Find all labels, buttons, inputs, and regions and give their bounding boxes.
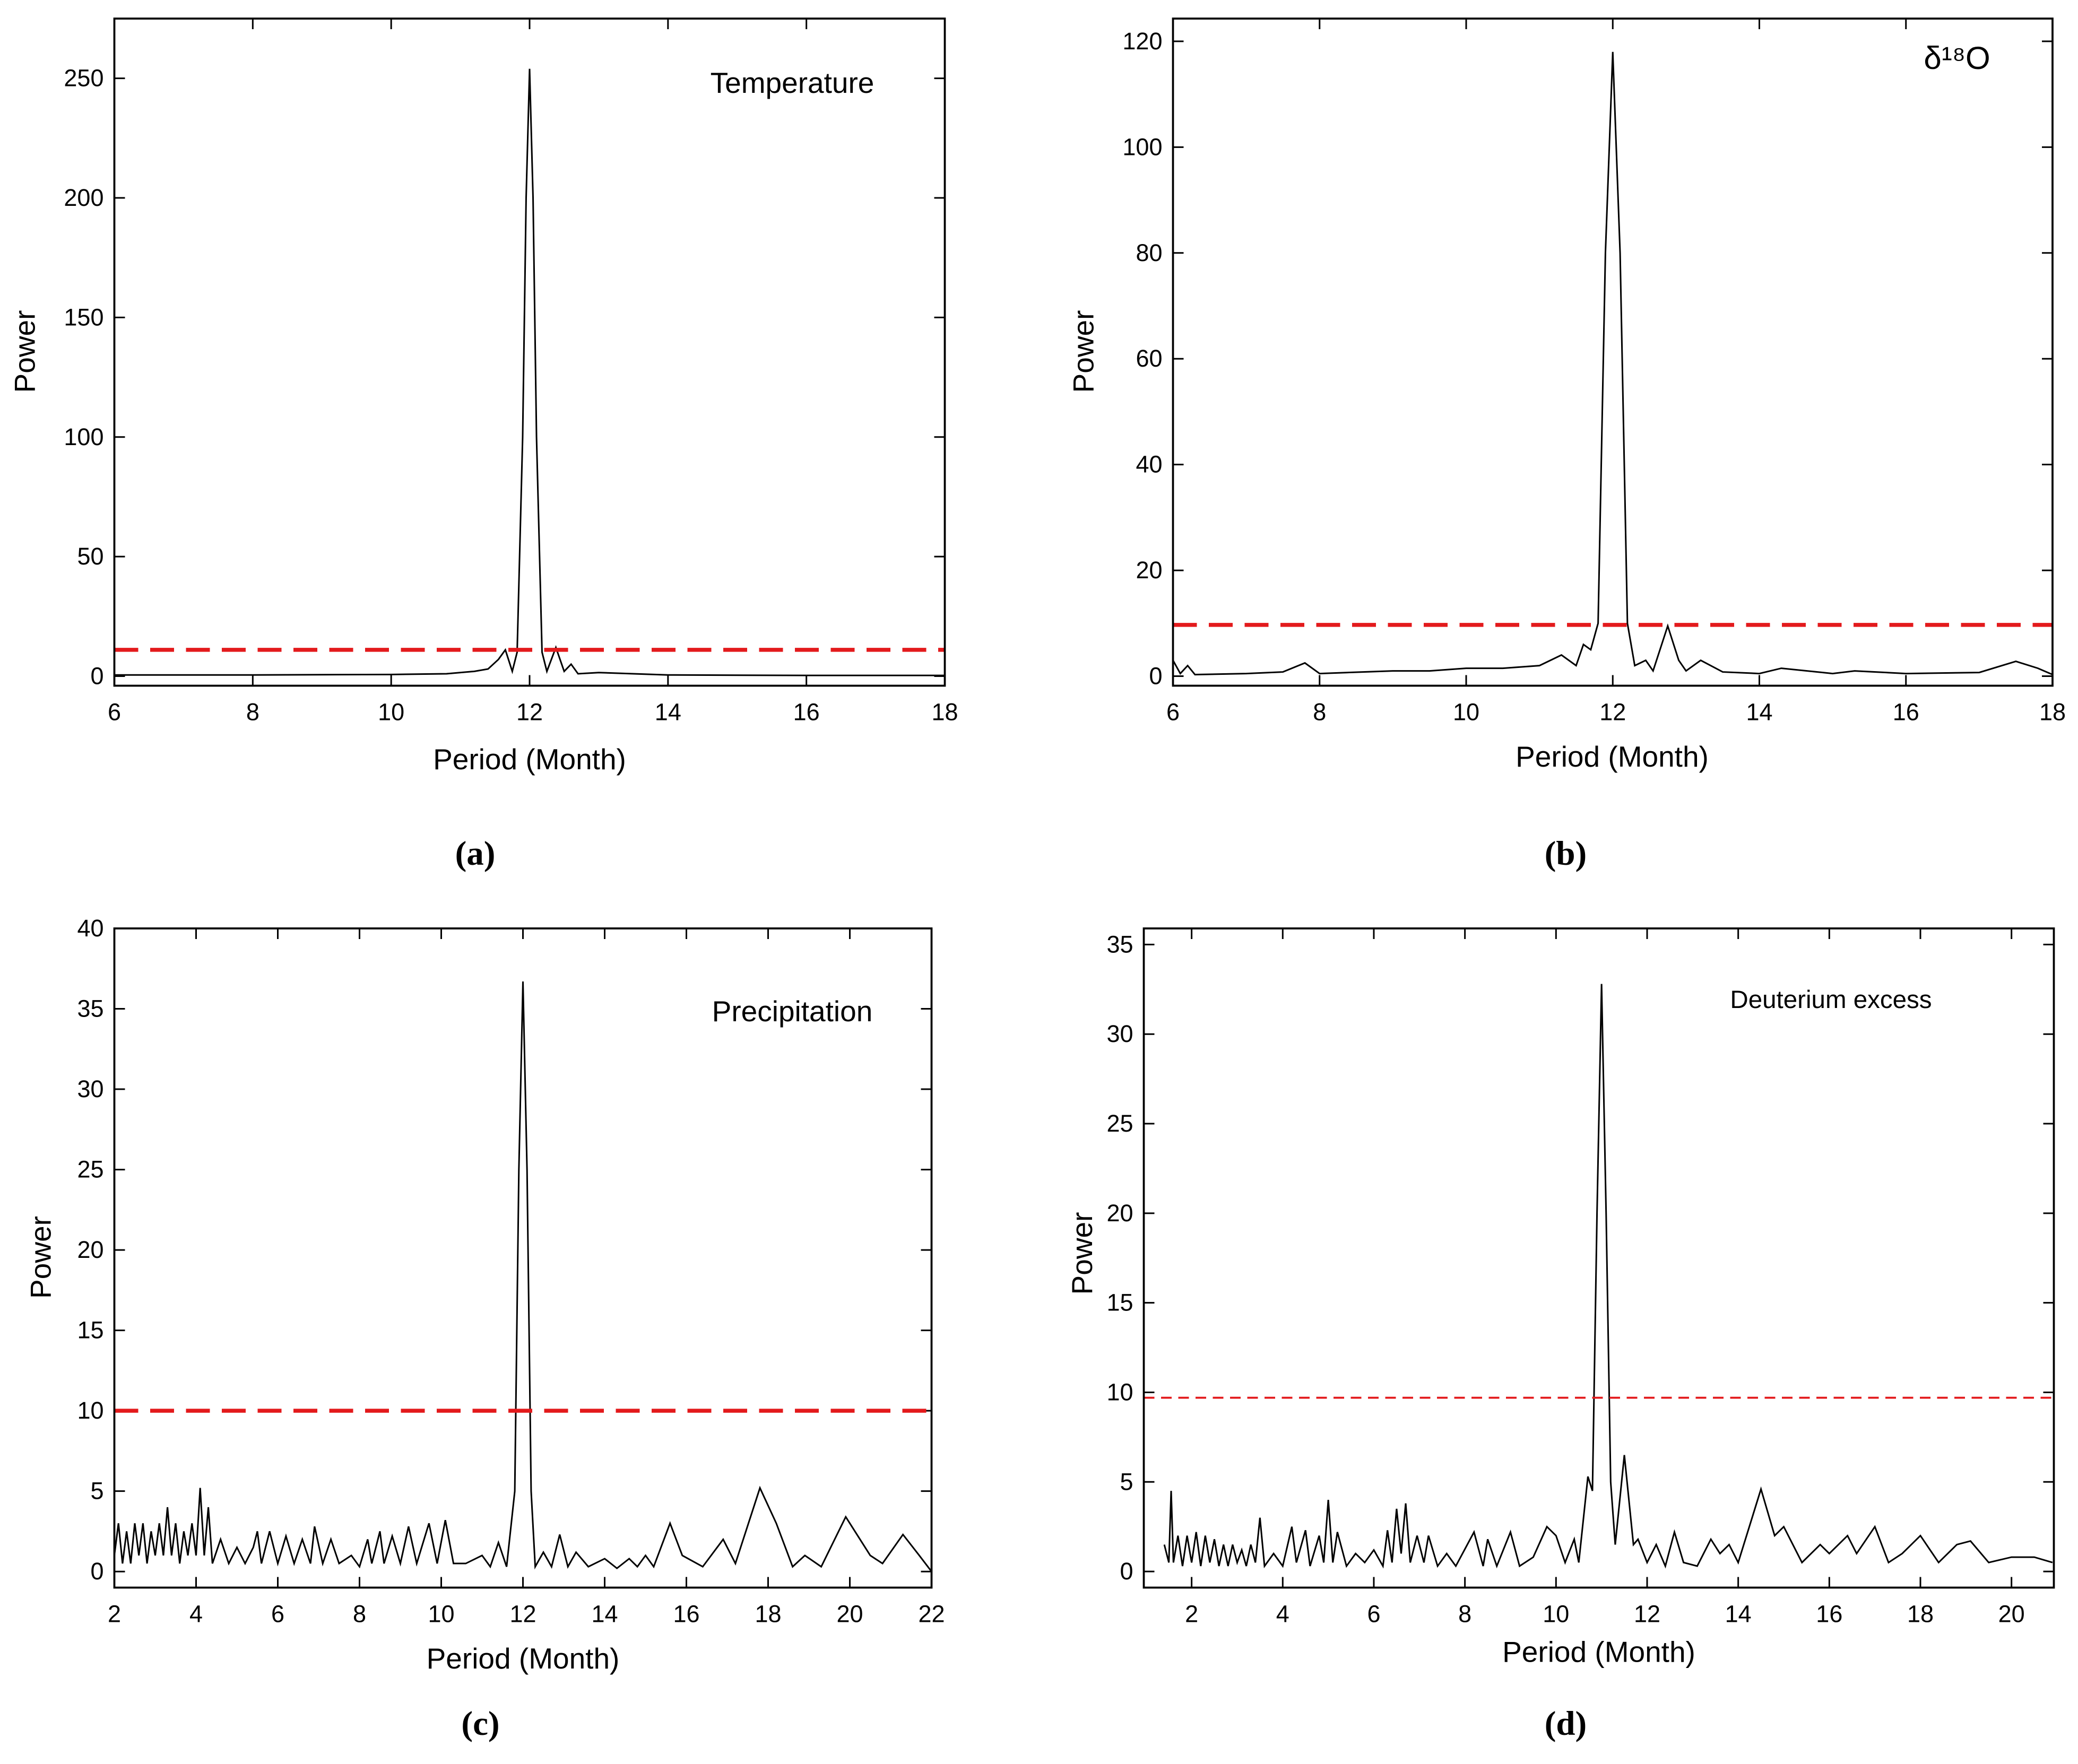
y-tick-label: 20 bbox=[1106, 1200, 1133, 1227]
y-tick-label: 20 bbox=[1136, 557, 1162, 584]
x-tick-label: 10 bbox=[1453, 699, 1479, 726]
y-tick-label: 60 bbox=[1136, 345, 1162, 372]
y-tick-label: 150 bbox=[64, 303, 103, 331]
x-tick-label: 10 bbox=[1543, 1601, 1569, 1628]
x-tick-label: 20 bbox=[1998, 1601, 2025, 1628]
x-tick-label: 16 bbox=[793, 699, 820, 726]
y-tick-label: 10 bbox=[1106, 1378, 1133, 1405]
x-axis-label: Period (Month) bbox=[433, 743, 626, 776]
y-tick-label: 0 bbox=[90, 1558, 103, 1585]
y-tick-label: 100 bbox=[64, 423, 103, 450]
annotation: Precipitation bbox=[712, 995, 873, 1028]
x-tick-label: 18 bbox=[1907, 1601, 1934, 1628]
y-tick-label: 200 bbox=[64, 184, 103, 211]
x-tick-label: 14 bbox=[655, 699, 681, 726]
panel-label: (b) bbox=[1545, 835, 1587, 873]
y-tick-label: 30 bbox=[77, 1075, 103, 1102]
y-tick-label: 15 bbox=[77, 1317, 103, 1344]
y-tick-label: 0 bbox=[90, 662, 103, 689]
annotation: Temperature bbox=[711, 66, 875, 99]
plot-frame bbox=[1172, 18, 2054, 687]
plot-frame bbox=[1142, 927, 2055, 1589]
y-tick-label: 35 bbox=[77, 995, 103, 1022]
power-line bbox=[1163, 984, 2053, 1569]
x-axis-label: Period (Month) bbox=[427, 1642, 620, 1675]
x-tick-label: 12 bbox=[516, 699, 543, 726]
x-tick-label: 2 bbox=[108, 1601, 121, 1628]
panel-label: (c) bbox=[461, 1705, 499, 1743]
chart-panel: 6 8 10 12 14 16 18 0 50 100 150 200 250 Temperature Pe… bbox=[8, 18, 958, 873]
panel-label: (d) bbox=[1545, 1705, 1587, 1743]
x-tick-label: 16 bbox=[1816, 1601, 1842, 1628]
x-tick-label: 14 bbox=[1746, 699, 1772, 726]
power-line bbox=[1173, 51, 2053, 676]
x-tick-label: 22 bbox=[918, 1601, 945, 1628]
y-tick-label: 5 bbox=[90, 1478, 103, 1505]
plot-frame bbox=[113, 927, 933, 1589]
y-tick-label: 35 bbox=[1106, 931, 1133, 958]
x-tick-label: 12 bbox=[1599, 699, 1626, 726]
x-tick-label: 18 bbox=[755, 1601, 781, 1628]
annotation: Deuterium excess bbox=[1730, 986, 1932, 1014]
x-tick-label: 12 bbox=[1634, 1601, 1660, 1628]
y-tick-label: 30 bbox=[1106, 1020, 1133, 1047]
y-tick-label: 40 bbox=[77, 915, 103, 942]
x-tick-label: 8 bbox=[1313, 699, 1326, 726]
chart-panel: 6 8 10 12 14 16 18 0 20 40 60 80 100 120 δ¹⁸O Period (M… bbox=[1067, 18, 2066, 873]
y-axis-label: Power bbox=[8, 310, 41, 393]
x-tick-label: 6 bbox=[1367, 1601, 1380, 1628]
y-tick-label: 15 bbox=[1106, 1289, 1133, 1316]
x-tick-label: 8 bbox=[353, 1601, 366, 1628]
y-tick-label: 250 bbox=[64, 65, 103, 92]
annotation: δ¹⁸O bbox=[1924, 40, 1990, 76]
x-tick-label: 2 bbox=[1185, 1601, 1198, 1628]
y-tick-label: 0 bbox=[1149, 663, 1162, 690]
chart-panel: 2 4 6 8 10 12 14 16 18 20 0 5 10 15 20 25 30 35 Deuterium … bbox=[1066, 927, 2055, 1743]
y-tick-label: 50 bbox=[77, 543, 103, 570]
x-axis-label: Period (Month) bbox=[1502, 1636, 1695, 1669]
y-tick-label: 0 bbox=[1120, 1558, 1133, 1585]
x-tick-label: 6 bbox=[108, 699, 121, 726]
x-tick-label: 16 bbox=[673, 1601, 699, 1628]
x-tick-label: 4 bbox=[1276, 1601, 1289, 1628]
power-line bbox=[114, 981, 932, 1572]
y-tick-label: 25 bbox=[77, 1156, 103, 1183]
chart-panel: 2 4 6 8 10 12 14 16 18 20 22 0 5 10 15 20 25 30 35 40 Precip… bbox=[24, 915, 945, 1743]
y-tick-label: 20 bbox=[77, 1236, 103, 1263]
panel-label: (a) bbox=[455, 835, 496, 873]
y-tick-label: 10 bbox=[77, 1397, 103, 1424]
x-tick-label: 6 bbox=[1166, 699, 1180, 726]
x-tick-label: 8 bbox=[1458, 1601, 1471, 1628]
x-tick-label: 10 bbox=[428, 1601, 454, 1628]
y-axis-label: Power bbox=[24, 1216, 57, 1299]
x-tick-label: 14 bbox=[591, 1601, 618, 1628]
y-tick-label: 80 bbox=[1136, 239, 1162, 266]
y-tick-label: 100 bbox=[1122, 133, 1162, 160]
x-tick-label: 20 bbox=[836, 1601, 863, 1628]
y-tick-label: 40 bbox=[1136, 451, 1162, 478]
x-tick-label: 18 bbox=[931, 699, 958, 726]
x-tick-label: 6 bbox=[271, 1601, 284, 1628]
x-tick-label: 16 bbox=[1893, 699, 1919, 726]
y-axis-label: Power bbox=[1067, 310, 1100, 393]
power-line bbox=[114, 68, 945, 676]
x-tick-label: 4 bbox=[189, 1601, 203, 1628]
y-tick-label: 120 bbox=[1122, 28, 1162, 55]
x-tick-label: 14 bbox=[1725, 1601, 1752, 1628]
x-tick-label: 12 bbox=[509, 1601, 536, 1628]
plot-frame bbox=[113, 18, 946, 687]
y-axis-label: Power bbox=[1066, 1212, 1098, 1295]
y-tick-label: 25 bbox=[1106, 1110, 1133, 1137]
x-tick-label: 18 bbox=[2039, 699, 2066, 726]
x-axis-label: Period (Month) bbox=[1516, 740, 1709, 773]
x-tick-label: 10 bbox=[378, 699, 404, 726]
y-tick-label: 5 bbox=[1120, 1468, 1133, 1495]
x-tick-label: 8 bbox=[246, 699, 259, 726]
